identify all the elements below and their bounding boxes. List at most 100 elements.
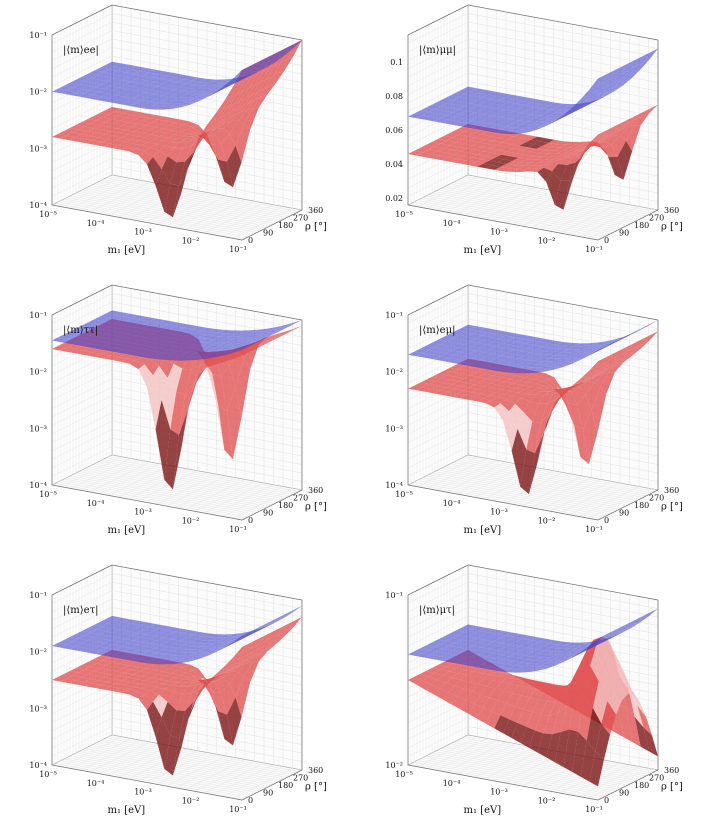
surface-cell [552, 685, 568, 692]
surface-cell [610, 654, 626, 680]
surface-cell [518, 154, 533, 160]
x-tick-label: 10⁻¹ [229, 525, 247, 534]
surface-cell [515, 385, 531, 390]
surface-cell [135, 145, 151, 152]
x-axis-label: m₁ [eV] [108, 245, 146, 256]
surface-cell [139, 92, 154, 97]
surface-cell [222, 79, 237, 89]
surface-cell [233, 632, 248, 642]
surface-cell [121, 146, 136, 152]
surface-cell [560, 109, 576, 118]
surface-cell [515, 112, 531, 118]
surface-cell [127, 355, 142, 361]
surface-cell [212, 373, 227, 411]
surface-cell [550, 654, 565, 658]
surface-cell [92, 137, 108, 142]
surface-cell [156, 140, 171, 146]
surface-cell [198, 652, 214, 659]
surface-cell [622, 331, 638, 339]
surface-cell [454, 651, 470, 657]
surface-cell [178, 383, 194, 435]
surface-cell [207, 649, 223, 656]
surface-cell [124, 139, 140, 144]
surface-cell [628, 115, 644, 127]
surface-cell [544, 685, 559, 692]
surface-series-1 [52, 40, 302, 218]
surface-cell [530, 148, 545, 154]
surface-cell [533, 103, 549, 109]
surface-cell [145, 134, 160, 140]
surface-cell [98, 337, 114, 343]
surface-cell [245, 61, 260, 73]
surface-cell [151, 323, 167, 328]
surface-cell [147, 701, 162, 737]
surface-cell [92, 92, 108, 97]
x-axis-label: m₁ [eV] [108, 525, 146, 536]
surface-cell [545, 385, 560, 395]
surface-cell [445, 350, 461, 355]
surface-cell [533, 388, 548, 392]
surface-cell [444, 633, 459, 639]
surface-cell [95, 685, 110, 690]
surface-cell [240, 99, 256, 112]
surface-cell [452, 635, 468, 640]
surface-cell [574, 141, 589, 145]
surface-cell [184, 654, 200, 659]
surface-cell [477, 652, 493, 657]
surface-cell [167, 147, 183, 163]
surface-cell [260, 65, 276, 83]
surface-cell [625, 113, 640, 125]
surface-cell [552, 704, 567, 735]
surface-cell [617, 627, 633, 635]
surface-cell [549, 659, 565, 665]
surface-cell [230, 80, 246, 98]
surface-cell [439, 653, 455, 658]
surface-cell [275, 326, 290, 332]
surface-cell [100, 64, 115, 70]
surface-cell [214, 117, 229, 129]
surface-cell [169, 326, 184, 331]
surface-cell [521, 687, 536, 698]
surface-cell [522, 97, 538, 103]
surface-cell [500, 703, 515, 720]
surface-cell [123, 619, 138, 624]
surface-cell [420, 107, 435, 113]
surface-cell [510, 141, 526, 146]
surface-cell [512, 658, 527, 663]
surface-cell [151, 640, 166, 646]
surface-cell [557, 641, 572, 646]
surface-cell [616, 68, 632, 82]
y-tick-label: 360 [308, 206, 323, 215]
surface-cell [105, 628, 120, 633]
surface-cell [159, 348, 174, 353]
surface-cell [477, 386, 493, 391]
surface-cell [246, 96, 262, 110]
surface-cell [527, 144, 543, 149]
surface-cell [216, 644, 231, 652]
surface-cell [542, 379, 557, 388]
z-tick-label: 10⁻¹ [29, 31, 47, 40]
surface-cell [483, 661, 498, 666]
surface-cell [88, 625, 103, 630]
surface-cell [281, 43, 296, 55]
surface-cell [464, 629, 480, 634]
surface-cell [136, 87, 152, 93]
surface-cell [114, 108, 130, 114]
surface-cell [426, 376, 441, 382]
surface-cell [432, 339, 447, 345]
surface-cell [529, 159, 545, 163]
surface-cell [100, 110, 115, 115]
surface-cell [173, 141, 189, 149]
surface-cell [183, 133, 198, 137]
surface-cell [485, 400, 501, 408]
surface-cell [471, 117, 487, 122]
surface-cell [634, 340, 650, 352]
surface-cell [521, 394, 536, 402]
surface-cell [135, 100, 151, 105]
surface-cell [472, 669, 488, 673]
surface-cell [233, 352, 248, 359]
surface-cell [153, 694, 168, 718]
surface-cell [480, 656, 496, 662]
surface-cell [149, 69, 164, 75]
surface-cell [523, 401, 539, 422]
